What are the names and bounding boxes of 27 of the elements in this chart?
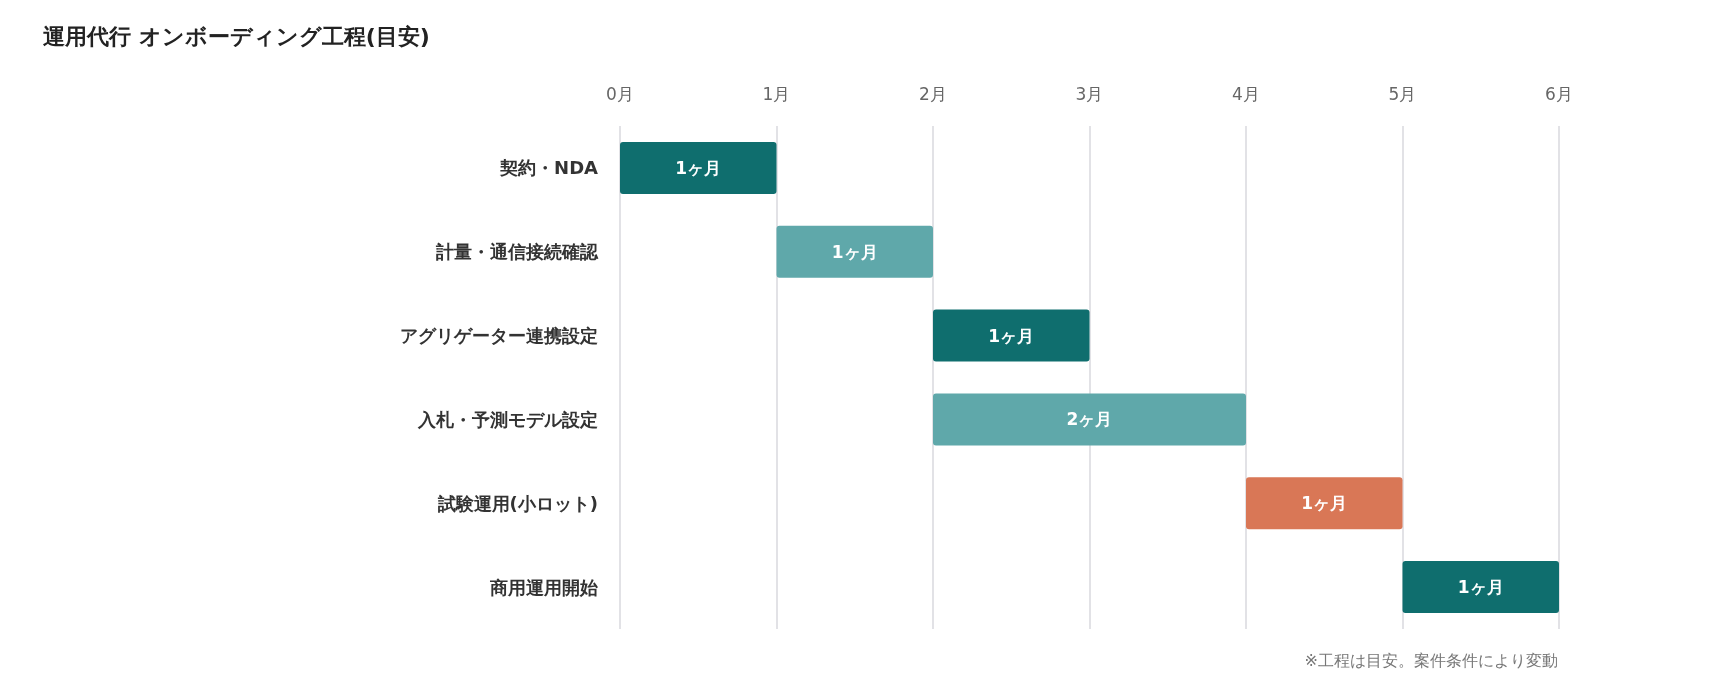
x-tick-label: 2月 — [919, 83, 947, 104]
bar — [1246, 477, 1403, 530]
data-label: 1ヶ月 — [988, 325, 1035, 346]
y-tick-label: 試験運用(小ロット) — [436, 492, 598, 514]
y-tick-label: 商用運用開始 — [489, 576, 599, 598]
bar — [776, 225, 933, 278]
bar — [933, 393, 1246, 446]
x-tick-label: 4月 — [1232, 83, 1260, 104]
data-label: 1ヶ月 — [1457, 577, 1504, 598]
y-tick-label: 入札・予測モデル設定 — [417, 408, 598, 430]
x-tick-label: 1月 — [762, 83, 791, 104]
data-label: 1ヶ月 — [831, 241, 878, 262]
x-tick-label: 5月 — [1388, 83, 1417, 104]
bar — [933, 309, 1090, 362]
text: ※工程は目安。案件条件により変動 — [1304, 650, 1558, 670]
data-label: 1ヶ月 — [675, 157, 722, 178]
x-tick-label: 0月 — [606, 83, 634, 104]
x-tick-label: 6月 — [1545, 83, 1573, 104]
bar — [1402, 561, 1559, 614]
data-label: 1ヶ月 — [1301, 493, 1348, 514]
data-label: 2ヶ月 — [1066, 409, 1113, 430]
y-tick-label: 計量・通信接続確認 — [435, 241, 599, 263]
x-tick-label: 3月 — [1075, 83, 1104, 104]
y-tick-label: アグリゲーター連携設定 — [400, 325, 598, 347]
text: 運用代行 オンボーディング工程(目安) — [43, 23, 430, 49]
bar — [620, 141, 777, 194]
y-tick-label: 契約・NDA — [499, 157, 599, 179]
